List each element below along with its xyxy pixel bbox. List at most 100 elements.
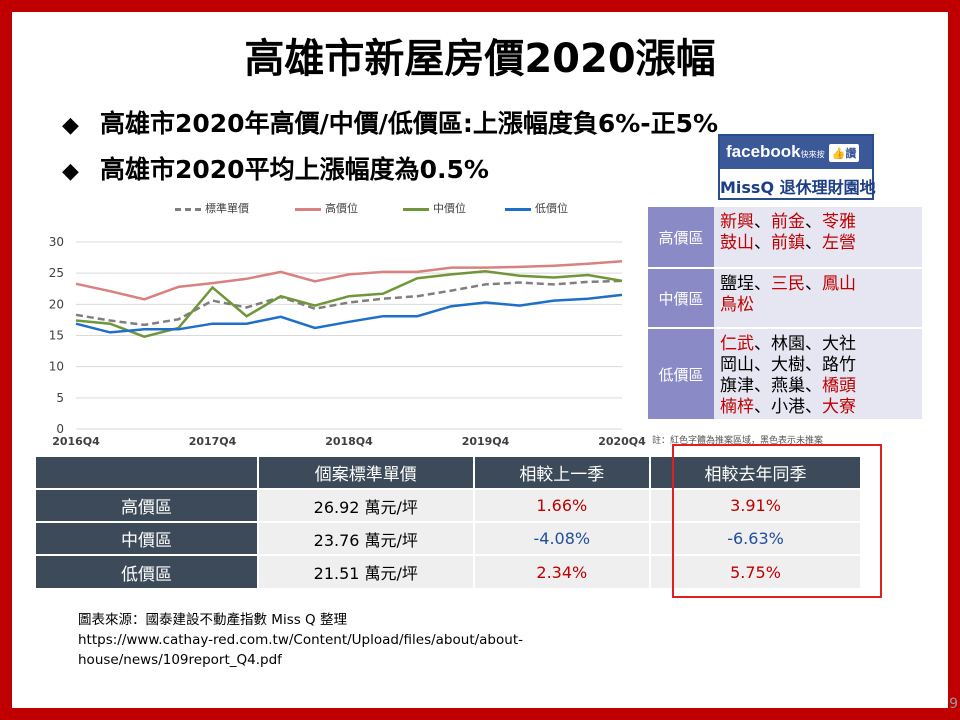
- y-tick-label: 0: [56, 422, 64, 436]
- legend-swatch: [175, 207, 201, 211]
- district-name: 鼓山: [720, 233, 754, 253]
- legend-item: 標準單價: [175, 200, 249, 216]
- x-tick-label: 2016Q4: [52, 435, 100, 448]
- district-name: 、: [754, 274, 771, 294]
- district-line: 仁武、林園、大社: [720, 334, 916, 355]
- district-name: 、: [805, 376, 822, 396]
- region-label: 低價區: [648, 329, 714, 419]
- series-line-中價位: [75, 270, 623, 339]
- region-row: 低價區 仁武、林園、大社 岡山、大樹、路竹 旗津、燕巢、橋頭 楠梓、小港、大寮: [648, 329, 922, 421]
- district-name: 鹽埕: [720, 274, 754, 294]
- district-line: 岡山、大樹、路竹: [720, 355, 916, 376]
- district-name: 路竹: [822, 355, 856, 375]
- district-name: 、: [805, 355, 822, 375]
- table-header-row: 個案標準單價 相較上一季 相較去年同季: [36, 457, 862, 489]
- legend-label: 低價位: [535, 202, 568, 215]
- district-name: 、: [805, 212, 822, 232]
- district-name: 苓雅: [822, 212, 856, 232]
- facebook-badge[interactable]: facebook快來按 👍讚 MissQ 退休理財園地: [718, 134, 876, 200]
- district-name: 新興: [720, 212, 754, 232]
- region-districts: 仁武、林園、大社 岡山、大樹、路竹 旗津、燕巢、橋頭 楠梓、小港、大寮: [714, 329, 922, 419]
- district-name: 大樹: [771, 355, 805, 375]
- facebook-logo-text: facebook: [726, 142, 801, 161]
- series-line-高價位: [75, 259, 623, 301]
- price-table: 個案標準單價 相較上一季 相較去年同季 高價區 26.92 萬元/坪 1.66% 3.…: [36, 457, 862, 588]
- facebook-badge-subtitle: MissQ 退休理財園地: [720, 178, 876, 197]
- qoq-cell: 2.34%: [473, 554, 652, 588]
- y-tick-label: 30: [49, 235, 64, 249]
- y-tick-label: 5: [56, 391, 64, 405]
- diamond-bullet-icon: ◆: [62, 113, 79, 138]
- region-districts: 新興、前金、苓雅 鼓山、前鎮、左營: [714, 207, 922, 267]
- district-name: 左營: [822, 233, 856, 253]
- district-name: 、: [754, 233, 771, 253]
- region-row: 中價區 鹽埕、三民、鳳山 鳥松: [648, 269, 922, 329]
- qoq-cell: -4.08%: [473, 521, 652, 555]
- district-name: 、: [754, 334, 771, 354]
- district-line: 楠梓、小港、大寮: [720, 397, 916, 418]
- region-label: 高價區: [648, 207, 714, 267]
- bullet-2-text: 高雄市2020平均上漲幅度為0.5%: [100, 155, 489, 184]
- legend-item: 中價位: [403, 200, 466, 216]
- district-name: 鳳山: [822, 274, 856, 294]
- district-line: 旗津、燕巢、橋頭: [720, 376, 916, 397]
- legend-swatch: [505, 207, 531, 211]
- district-name: 前鎮: [771, 233, 805, 253]
- district-name: 三民: [771, 274, 805, 294]
- x-tick-label: 2020Q4: [598, 435, 646, 448]
- district-line: 鳥松: [720, 295, 916, 316]
- bullet-1: ◆ 高雄市2020年高價/中價/低價區:上漲幅度負6%-正5%: [62, 104, 718, 140]
- district-name: 大社: [822, 334, 856, 354]
- bullet-2: ◆ 高雄市2020平均上漲幅度為0.5%: [62, 150, 489, 186]
- source-line-1: 圖表來源：國泰建設不動產指數 Miss Q 整理: [78, 612, 347, 628]
- source-note: 圖表來源：國泰建設不動產指數 Miss Q 整理 https://www.cat…: [78, 610, 523, 670]
- y-tick-label: 15: [49, 329, 64, 343]
- table-header-corner: [36, 457, 259, 489]
- legend-swatch: [295, 207, 321, 211]
- yoy-highlight-box: [672, 444, 882, 598]
- table-header-price: 個案標準單價: [258, 457, 475, 489]
- source-url-line-2[interactable]: house/news/109report_Q4.pdf: [78, 652, 282, 668]
- district-name: 燕巢: [771, 376, 805, 396]
- district-name: 、: [754, 355, 771, 375]
- price-line-chart: 0 5 10 15 20 25 30 2016Q4 2017Q4 2018Q4 2019Q4 2020…: [22, 196, 652, 451]
- district-name: 、: [754, 397, 771, 417]
- legend-label: 高價位: [325, 202, 358, 215]
- district-name: 橋頭: [822, 376, 856, 396]
- district-line: 新興、前金、苓雅: [720, 212, 916, 233]
- legend-item: 低價位: [505, 200, 568, 216]
- district-line: 鼓山、前鎮、左營: [720, 233, 916, 254]
- district-name: 旗津: [720, 376, 754, 396]
- yoy-cell: -6.63%: [650, 521, 862, 555]
- district-line: 鹽埕、三民、鳳山: [720, 274, 916, 295]
- region-note: 註：紅色字體為推案區域，黑色表示未推案: [652, 436, 824, 446]
- series-line-低價位: [75, 293, 623, 334]
- district-name: 、: [754, 376, 771, 396]
- x-tick-label: 2018Q4: [325, 435, 373, 448]
- source-url-line-1[interactable]: https://www.cathay-red.com.tw/Content/Up…: [78, 632, 523, 648]
- x-tick-label: 2017Q4: [189, 435, 237, 448]
- row-label: 中價區: [36, 521, 259, 555]
- district-name: 、: [805, 233, 822, 253]
- district-name: 仁武: [720, 334, 754, 354]
- slide-title: 高雄市新屋房價2020漲幅: [244, 36, 716, 82]
- table-row: 中價區 23.76 萬元/坪 -4.08% -6.63%: [36, 521, 862, 555]
- legend-swatch: [403, 207, 429, 211]
- price-cell: 23.76 萬元/坪: [258, 521, 475, 555]
- district-name: 、: [754, 212, 771, 232]
- legend-label: 標準單價: [205, 202, 249, 215]
- yoy-cell: 5.75%: [650, 554, 862, 588]
- price-cell: 26.92 萬元/坪: [258, 488, 475, 522]
- y-tick-label: 25: [49, 266, 64, 280]
- yoy-cell: 3.91%: [650, 488, 862, 522]
- y-tick-label: 20: [49, 297, 64, 311]
- diamond-bullet-icon: ◆: [62, 159, 79, 184]
- table-row: 低價區 21.51 萬元/坪 2.34% 5.75%: [36, 554, 862, 588]
- region-panel: 高價區 新興、前金、苓雅 鼓山、前鎮、左營 中價區 鹽埕、三民、鳳山 鳥松 低價區 仁武、林園…: [648, 207, 922, 421]
- price-cell: 21.51 萬元/坪: [258, 554, 475, 588]
- legend-label: 中價位: [433, 202, 466, 215]
- facebook-tag: 快來按: [800, 150, 825, 159]
- table-header-qoq: 相較上一季: [473, 457, 652, 489]
- bullet-1-text: 高雄市2020年高價/中價/低價區:上漲幅度負6%-正5%: [100, 109, 719, 138]
- facebook-like-label: 讚: [845, 148, 857, 160]
